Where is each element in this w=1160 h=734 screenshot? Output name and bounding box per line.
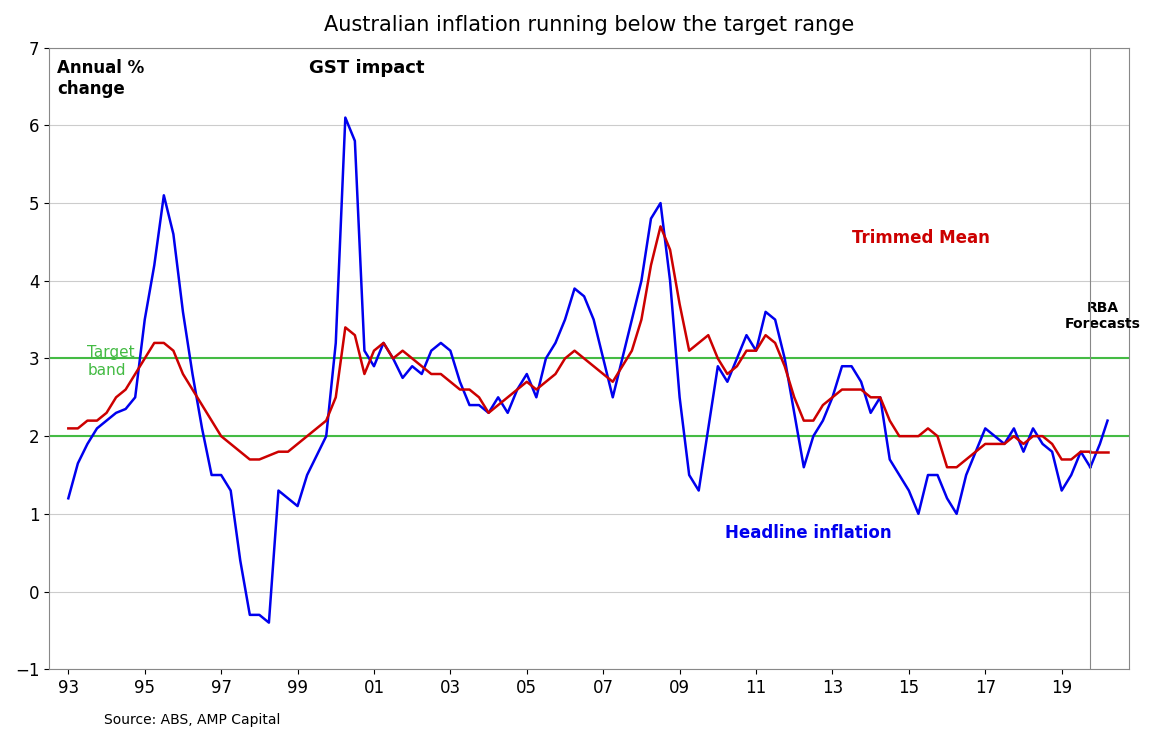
Text: RBA
Forecasts: RBA Forecasts xyxy=(1065,301,1140,331)
Text: Annual %
change: Annual % change xyxy=(57,59,144,98)
Text: Trimmed Mean: Trimmed Mean xyxy=(851,229,989,247)
Text: Headline inflation: Headline inflation xyxy=(725,524,892,542)
Text: GST impact: GST impact xyxy=(309,59,425,77)
Text: Source: ABS, AMP Capital: Source: ABS, AMP Capital xyxy=(104,713,281,727)
Text: Target
band: Target band xyxy=(87,346,135,378)
Title: Australian inflation running below the target range: Australian inflation running below the t… xyxy=(324,15,854,35)
